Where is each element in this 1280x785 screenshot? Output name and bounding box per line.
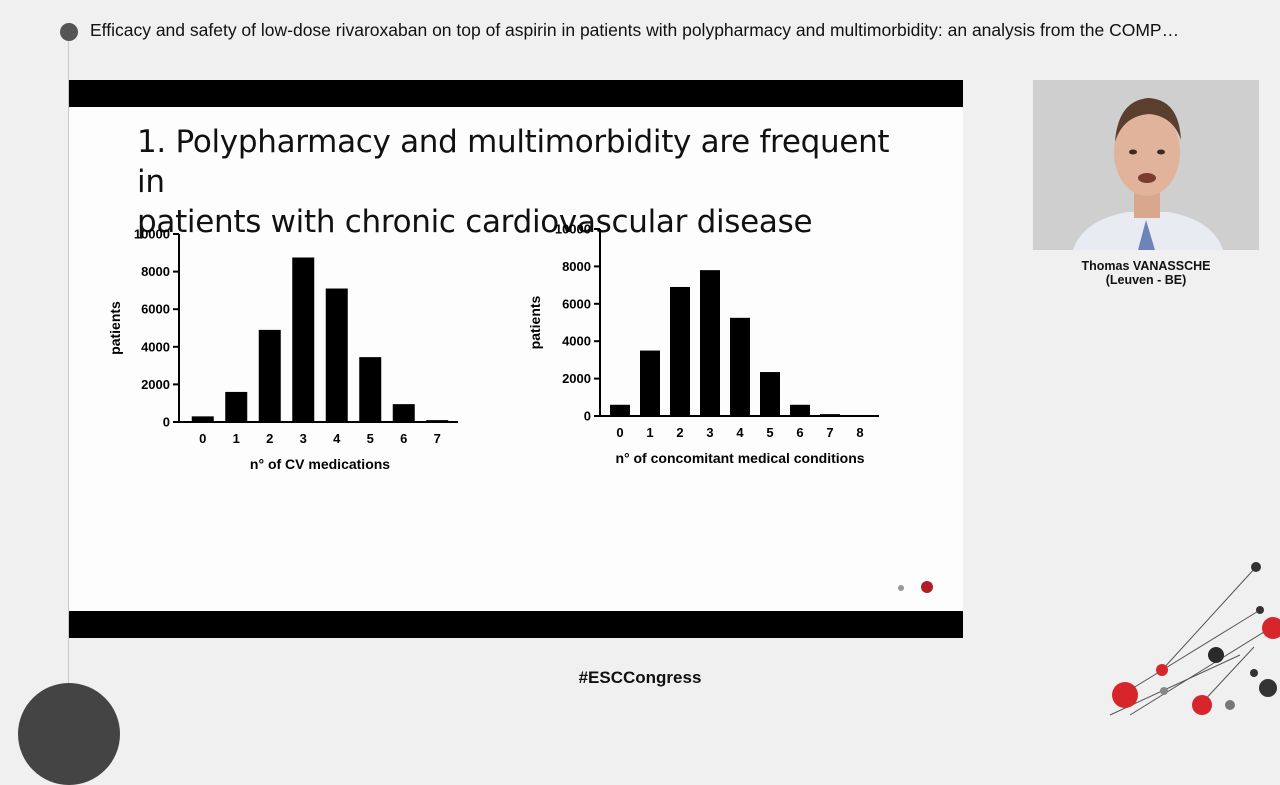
speaker-avatar <box>1033 80 1259 250</box>
bar-1 <box>225 392 247 422</box>
x-tick-label: 3 <box>300 431 307 446</box>
nav-dot-icon[interactable] <box>898 585 904 591</box>
speaker-name: Thomas VANASSCHE <box>1033 259 1259 273</box>
x-tick-label: 5 <box>367 431 374 446</box>
x-tick-label: 2 <box>266 431 273 446</box>
x-tick-label: 4 <box>736 425 744 440</box>
bar-0 <box>610 405 630 416</box>
bar-3 <box>700 270 720 416</box>
x-tick-label: 6 <box>400 431 407 446</box>
y-tick-label: 4000 <box>562 334 591 349</box>
speaker-video[interactable] <box>1033 80 1259 250</box>
y-tick-label: 10000 <box>134 227 170 242</box>
x-tick-label: 5 <box>766 425 773 440</box>
x-tick-label: 0 <box>616 425 623 440</box>
nav-dot-active-icon[interactable] <box>921 581 933 593</box>
bar-4 <box>730 318 750 416</box>
x-tick-label: 3 <box>706 425 713 440</box>
cv-medications-chart: 0 2000 4000 6000 8000 10000 0 1 2 3 4 5 6 7 n° of CV m… <box>89 220 469 480</box>
y-tick-label: 2000 <box>562 371 591 386</box>
slide-top-bar <box>69 80 963 107</box>
x-tick-label: 1 <box>646 425 653 440</box>
bar-6 <box>790 405 810 416</box>
corner-circle-button[interactable] <box>18 683 120 785</box>
molecule-decoration-icon <box>1090 555 1280 720</box>
y-tick-label: 0 <box>584 409 591 424</box>
session-title[interactable]: Efficacy and safety of low-dose rivaroxa… <box>90 18 1258 42</box>
speaker-affiliation: (Leuven - BE) <box>1033 273 1259 287</box>
y-tick-label: 6000 <box>562 296 591 311</box>
x-axis-title: n° of CV medications <box>250 456 390 472</box>
y-tick-label: 6000 <box>141 302 170 317</box>
bar-2 <box>670 287 690 416</box>
session-dot-icon <box>60 23 78 41</box>
bar-2 <box>259 330 281 422</box>
slide-bottom-bar <box>69 611 963 638</box>
presentation-slide: 1. Polypharmacy and multimorbidity are f… <box>69 80 963 638</box>
y-tick-label: 8000 <box>562 259 591 274</box>
y-tick-label: 10000 <box>555 222 591 237</box>
bar-6 <box>393 404 415 422</box>
y-tick-label: 2000 <box>141 377 170 392</box>
bar-4 <box>326 289 348 422</box>
x-tick-label: 7 <box>434 431 441 446</box>
x-tick-label: 4 <box>333 431 341 446</box>
x-tick-label: 1 <box>233 431 240 446</box>
bar-7 <box>820 414 840 416</box>
speaker-caption: Thomas VANASSCHE (Leuven - BE) <box>1033 259 1259 287</box>
y-tick-label: 4000 <box>141 339 170 354</box>
bar-5 <box>760 372 780 416</box>
slide-heading-line1: 1. Polypharmacy and multimorbidity are f… <box>137 122 917 202</box>
bar-5 <box>359 357 381 422</box>
x-axis-title: n° of concomitant medical conditions <box>615 450 864 466</box>
y-axis-title: patients <box>527 295 543 349</box>
bar-1 <box>640 351 660 416</box>
bar-0 <box>192 416 214 422</box>
congress-hashtag: #ESCCongress <box>0 668 1280 688</box>
bar-3 <box>292 258 314 423</box>
x-tick-label: 6 <box>796 425 803 440</box>
x-tick-label: 0 <box>199 431 206 446</box>
y-axis-title: patients <box>107 301 123 355</box>
y-tick-label: 8000 <box>141 264 170 279</box>
y-tick-label: 0 <box>163 415 170 430</box>
medical-conditions-chart: 0 2000 4000 6000 8000 10000 0 1 2 3 4 5 6 7 8 n° of con… <box>509 215 909 475</box>
x-tick-label: 2 <box>676 425 683 440</box>
bar-7 <box>426 420 448 422</box>
x-tick-label: 7 <box>826 425 833 440</box>
x-tick-label: 8 <box>856 425 863 440</box>
